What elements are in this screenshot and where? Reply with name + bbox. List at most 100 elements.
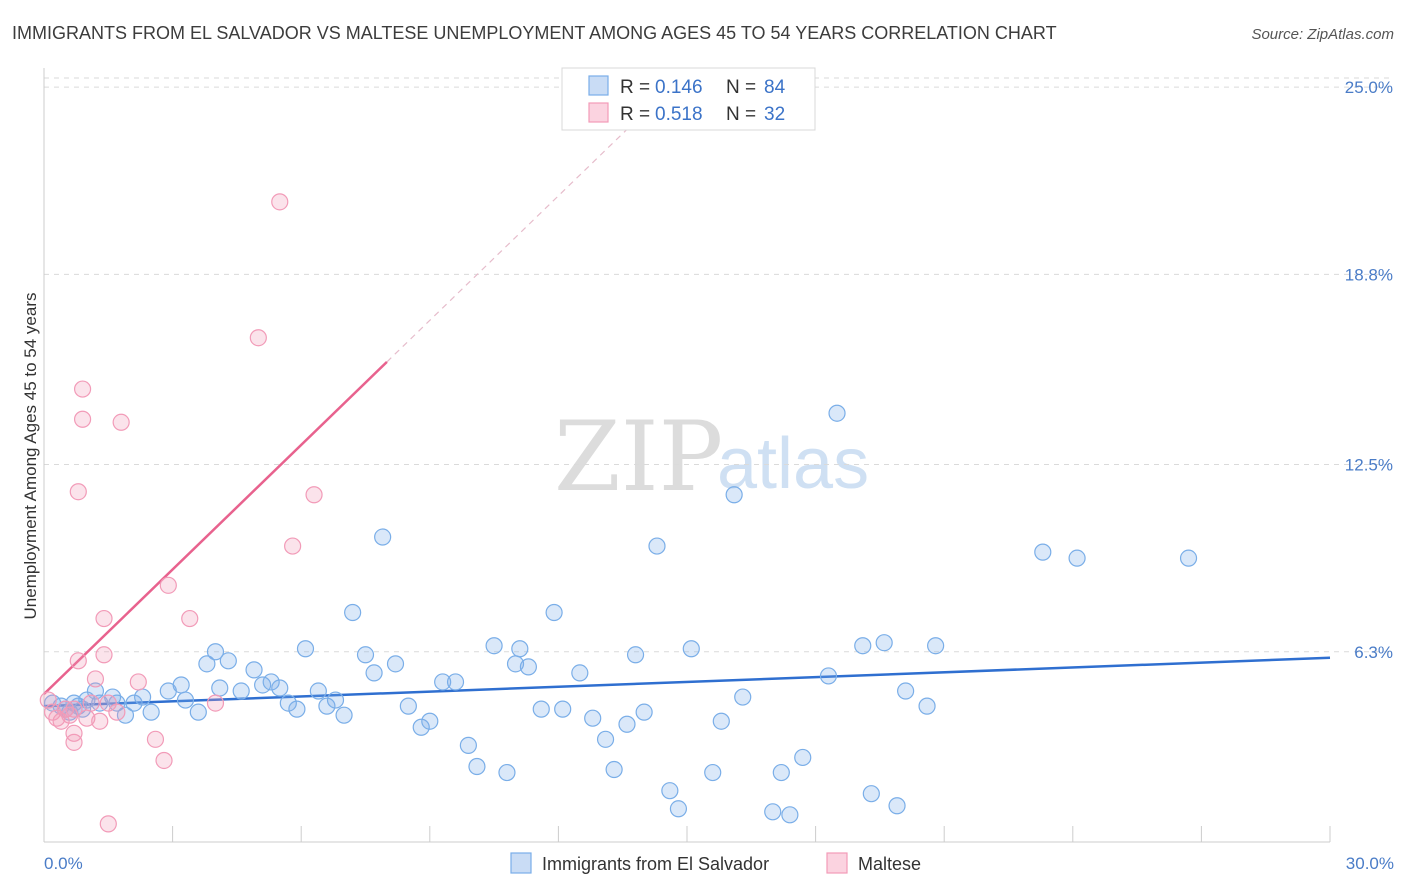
point-maltese [129, 673, 147, 691]
x-tick-label: 0.0% [44, 854, 83, 873]
point-maltese [146, 730, 165, 748]
point-el-salvador [648, 537, 666, 555]
point-el-salvador [198, 655, 216, 673]
point-el-salvador [365, 664, 383, 682]
point-el-salvador [1034, 543, 1052, 561]
watermark-atlas: atlas [717, 424, 869, 504]
data-points [39, 193, 1198, 833]
point-maltese [99, 694, 117, 712]
legend-n-label-1: N = [726, 77, 756, 98]
point-maltese [82, 694, 100, 712]
point-el-salvador [219, 652, 237, 670]
point-el-salvador [781, 806, 799, 824]
point-el-salvador [584, 709, 602, 727]
bottom-legend: Immigrants from El Salvador Maltese [510, 852, 921, 874]
point-maltese [95, 609, 113, 628]
axes [43, 68, 1331, 843]
point-el-salvador [421, 712, 439, 730]
y-tick-label: 18.8% [1345, 265, 1393, 284]
point-el-salvador [519, 658, 537, 676]
point-maltese [86, 670, 105, 688]
point-el-salvador [211, 679, 229, 697]
point-el-salvador [498, 763, 516, 782]
point-maltese [181, 609, 199, 628]
tick-labels: 6.3% 12.5% 18.8% 25.0% 0.0% 30.0% [44, 78, 1394, 873]
point-el-salvador [618, 715, 636, 733]
point-maltese [284, 537, 302, 555]
point-maltese [99, 815, 117, 833]
point-el-salvador [854, 637, 872, 655]
point-el-salvador [532, 700, 550, 718]
point-el-salvador [605, 760, 623, 779]
point-maltese [69, 483, 87, 501]
point-el-salvador [725, 486, 743, 504]
bottom-legend-label-maltese: Maltese [858, 854, 921, 874]
point-el-salvador [262, 673, 280, 691]
watermark-zip: ZIP [554, 401, 723, 513]
y-tick-label: 12.5% [1345, 456, 1393, 475]
point-el-salvador [888, 797, 906, 815]
point-el-salvador [511, 640, 529, 658]
point-el-salvador [344, 603, 362, 622]
point-maltese [69, 652, 87, 670]
point-el-salvador [133, 688, 152, 706]
point-el-salvador [189, 703, 207, 721]
point-el-salvador [125, 694, 143, 712]
point-el-salvador [828, 404, 846, 422]
point-el-salvador [734, 688, 752, 706]
legend-r-value-2: 0.518 [655, 104, 703, 125]
point-el-salvador [309, 682, 327, 700]
point-el-salvador [206, 643, 225, 661]
point-el-salvador [661, 782, 679, 800]
point-el-salvador [682, 640, 700, 658]
point-el-salvador [142, 703, 160, 721]
point-el-salvador [335, 706, 353, 724]
point-el-salvador [635, 703, 653, 721]
point-el-salvador [399, 697, 417, 715]
point-el-salvador [326, 691, 345, 709]
chart-source: Source: ZipAtlas.com [1251, 26, 1394, 43]
point-maltese [73, 380, 92, 398]
point-maltese [155, 751, 173, 770]
top-legend: R = 0.146 N = 84 R = 0.518 N = 32 [561, 67, 816, 131]
y-tick-label: 6.3% [1354, 643, 1393, 662]
point-maltese [159, 576, 177, 594]
point-el-salvador [288, 700, 306, 718]
point-el-salvador [271, 679, 289, 697]
legend-n-label-2: N = [726, 104, 756, 125]
point-el-salvador [434, 673, 452, 691]
legend-n-value-2: 32 [764, 104, 785, 125]
legend-swatch-el-salvador [588, 75, 609, 96]
point-el-salvador [485, 637, 503, 655]
point-el-salvador [772, 763, 790, 782]
legend-r-label-1: R = [620, 77, 650, 98]
point-el-salvador [918, 697, 936, 715]
point-el-salvador [704, 763, 722, 782]
bottom-legend-swatch-el-salvador [510, 852, 532, 874]
point-el-salvador [1068, 549, 1086, 567]
trend-line-maltese-extension [386, 128, 628, 363]
point-maltese [65, 733, 83, 751]
legend-r-value-1: 0.146 [655, 77, 703, 98]
point-el-salvador [554, 700, 572, 718]
point-maltese [206, 694, 225, 712]
point-maltese [65, 700, 83, 718]
point-el-salvador [172, 676, 190, 694]
chart-title: IMMIGRANTS FROM EL SALVADOR VS MALTESE U… [12, 23, 1057, 43]
point-el-salvador [412, 718, 430, 736]
legend-r-label-2: R = [620, 104, 650, 125]
point-el-salvador [232, 682, 250, 700]
point-el-salvador [459, 736, 477, 754]
trend-lines [43, 128, 1331, 708]
point-maltese [112, 413, 130, 431]
point-el-salvador [176, 691, 195, 709]
point-maltese [95, 646, 113, 664]
point-el-salvador [897, 682, 915, 700]
point-el-salvador [386, 655, 405, 673]
x-tick-label: 30.0% [1346, 854, 1394, 873]
point-el-salvador [712, 712, 730, 730]
point-el-salvador [794, 748, 812, 767]
point-maltese [108, 703, 126, 721]
point-el-salvador [468, 757, 486, 776]
